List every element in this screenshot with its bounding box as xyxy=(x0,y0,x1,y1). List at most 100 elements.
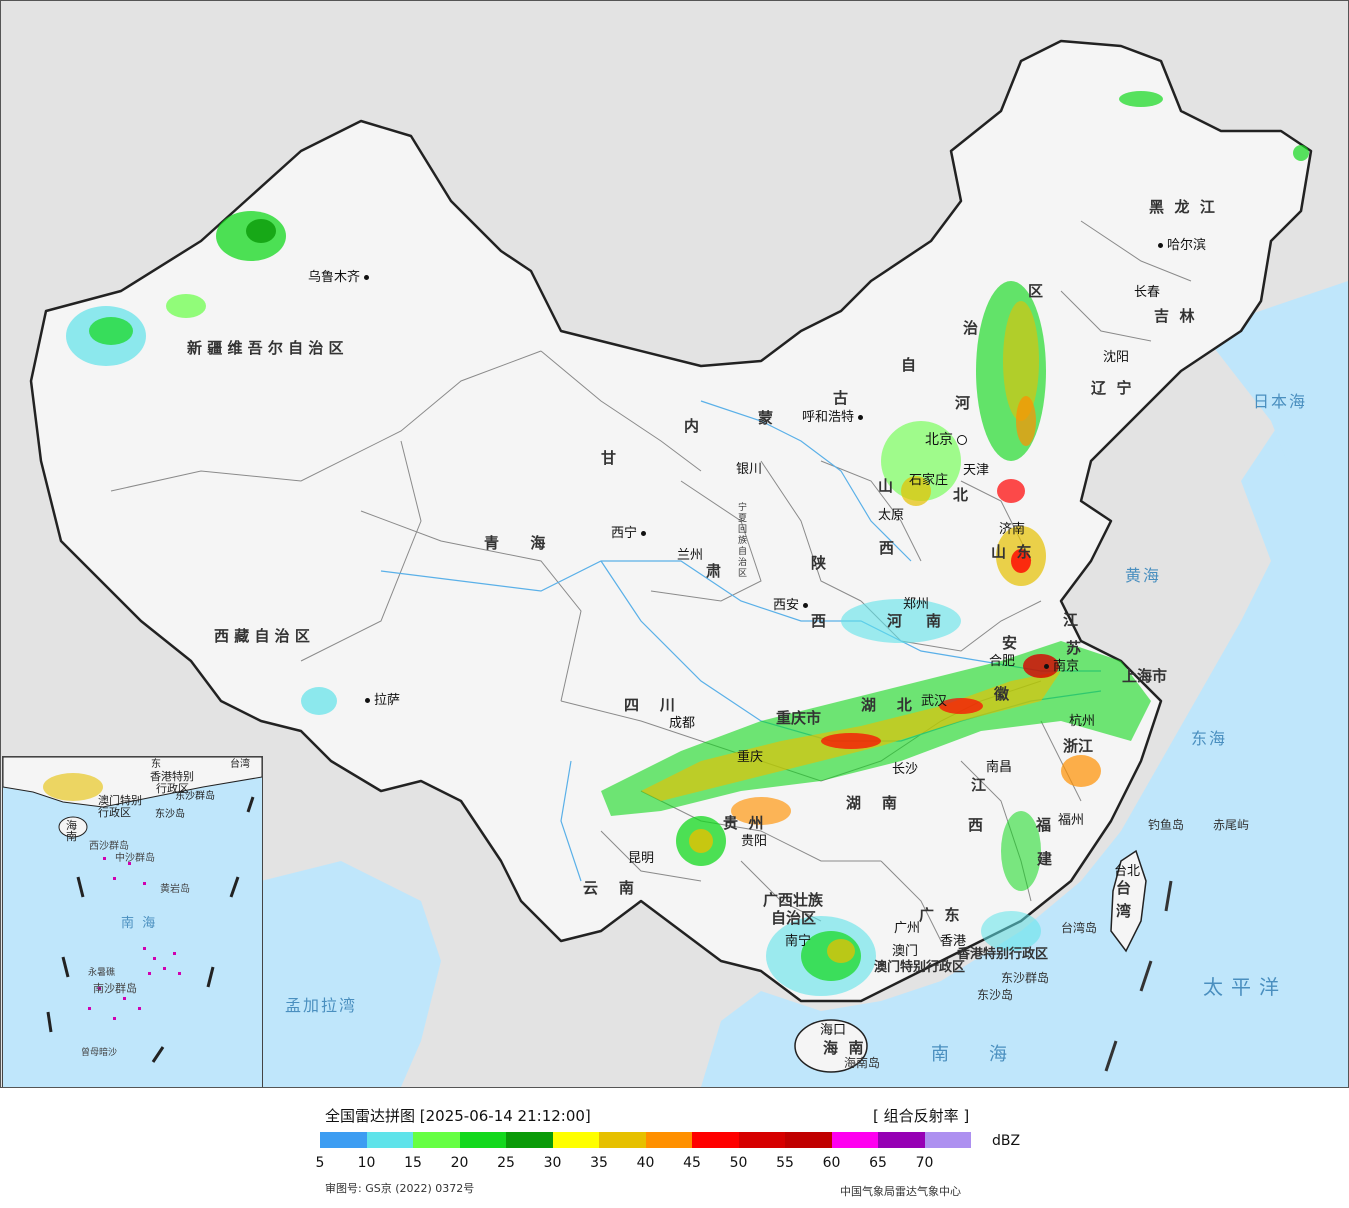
inset-label-south-sea: 南 海 xyxy=(121,916,156,931)
color-swatch xyxy=(506,1132,553,1148)
province-label-liaoning: 辽 宁 xyxy=(1091,379,1132,397)
city-beijing: 北京 xyxy=(925,433,967,447)
city-hohhot: 呼和浩特 xyxy=(802,411,864,424)
city-dot xyxy=(1044,664,1049,669)
province-label-shandong: 山 东 xyxy=(991,543,1032,561)
city-kunming: 昆明 xyxy=(628,851,655,866)
taiwan-island xyxy=(1110,849,1147,953)
city-dot xyxy=(364,275,370,280)
city-dot xyxy=(803,603,809,608)
inset-label-dongsha: 东沙群岛 xyxy=(175,791,215,802)
inset-label-nansha: 南沙群岛 xyxy=(93,982,137,995)
province-label-henan-1: 河 xyxy=(887,612,903,630)
color-swatch xyxy=(366,1132,413,1148)
province-label-gansu: 甘 xyxy=(601,449,617,467)
legend-tick-label: 15 xyxy=(404,1155,422,1171)
province-label-shanxi-1: 山 xyxy=(878,477,894,495)
city-taiyuan: 太原 xyxy=(878,508,905,523)
province-label-taiwan-1: 台 xyxy=(1116,879,1132,897)
province-label-sichuan: 四 川 xyxy=(624,696,675,714)
capital-icon xyxy=(957,435,967,445)
sea-label-east: 东海 xyxy=(1191,729,1228,748)
province-label-anhui-2: 徽 xyxy=(994,685,1010,703)
map-canvas xyxy=(29,39,1348,1087)
color-swatch xyxy=(645,1132,692,1148)
city-xian: 西安 xyxy=(773,599,809,612)
province-label-nmg-1: 内 xyxy=(684,417,700,435)
city-hongkong: 香港 xyxy=(940,934,967,949)
legend-tick-label: 70 xyxy=(915,1155,934,1171)
legend-tick-label: 5 xyxy=(315,1155,325,1171)
province-label-heilongjiang: 黑 龙 江 xyxy=(1149,198,1215,216)
color-swatch xyxy=(413,1132,460,1148)
legend: 全国雷达拼图 [2025-06-14 21:12:00] [ 组合反射率 ] d… xyxy=(0,1088,1349,1208)
agency-credit: 中国气象局雷达气象中心 xyxy=(840,1185,961,1198)
province-label-fujian-2: 建 xyxy=(1037,850,1053,868)
city-hefei: 合肥 xyxy=(989,654,1016,669)
province-label-jiangsu-1: 江 xyxy=(1063,611,1079,629)
color-swatch xyxy=(599,1132,646,1148)
city-xining: 西宁 xyxy=(611,527,647,540)
city-yinchuan: 银川 xyxy=(736,462,763,477)
legend-tick-label: 20 xyxy=(450,1155,469,1171)
city-zhengzhou: 郑州 xyxy=(903,597,930,612)
province-label-hubei: 湖 北 xyxy=(861,696,912,714)
city-changsha: 长沙 xyxy=(892,762,919,777)
province-label-shanxi-2: 西 xyxy=(879,539,895,557)
china-landmass xyxy=(29,39,1313,1003)
color-swatch xyxy=(924,1132,971,1148)
island-label-chiwei: 赤尾屿 xyxy=(1213,818,1250,832)
province-label-guangxi-2: 自治区 xyxy=(771,909,817,927)
province-label-henan-2: 南 xyxy=(926,612,942,630)
province-label-macau: 澳门特别行政区 xyxy=(874,960,966,975)
province-label-hebei-2: 北 xyxy=(953,486,969,504)
radar-map: 新 疆 维 吾 尔 自 治 区 西 藏 自 治 区 青 海 甘 内 蒙 古 自 … xyxy=(0,0,1349,1088)
sea-label-bengal: 孟加拉湾 xyxy=(285,996,358,1015)
legend-tick-label: 65 xyxy=(869,1155,887,1171)
sea-label-pacific: 太平洋 xyxy=(1203,975,1287,999)
province-label-ningxia: 宁夏回族自治区 xyxy=(738,503,748,579)
province-label-xinjiang: 新 疆 维 吾 尔 自 治 区 xyxy=(187,339,344,357)
city-nanning: 南宁 xyxy=(785,934,812,949)
legend-unit: dBZ xyxy=(992,1133,1021,1149)
legend-tick-label: 35 xyxy=(590,1155,608,1171)
province-label-nmg-5: 治 xyxy=(963,319,979,337)
hainan-island xyxy=(794,1019,868,1073)
province-label-guangxi-1: 广西壮族 xyxy=(763,891,824,909)
island-label-taiwan: 台湾岛 xyxy=(1061,921,1098,935)
city-harbin: 哈尔滨 xyxy=(1158,239,1206,252)
province-label-zhejiang: 浙江 xyxy=(1063,737,1094,755)
province-label-hebei-1: 河 xyxy=(955,394,971,412)
province-label-qinghai: 青 海 xyxy=(484,534,546,552)
sea-label-japan: 日本海 xyxy=(1253,392,1308,411)
city-urumqi: 乌鲁木齐 xyxy=(308,271,370,284)
city-jinan: 济南 xyxy=(999,522,1026,537)
sea-label-yellow: 黄海 xyxy=(1125,566,1162,585)
legend-tick-label: 40 xyxy=(636,1155,655,1171)
south-china-sea-inset: 香港特别 行政区 澳门特别 行政区 东沙群岛 东沙岛 海南 西沙群岛 中沙群岛 … xyxy=(2,756,263,1087)
province-label-yunnan: 云 南 xyxy=(583,879,634,897)
color-swatch xyxy=(831,1132,878,1148)
city-shenyang: 沈阳 xyxy=(1103,350,1130,365)
island-label-diaoyu: 钓鱼岛 xyxy=(1148,818,1185,832)
inset-label-hainan: 海南 xyxy=(66,819,77,843)
city-lanzhou: 兰州 xyxy=(677,548,704,563)
legend-tick-label: 30 xyxy=(543,1155,562,1171)
legend-tick-label: 55 xyxy=(776,1155,794,1171)
city-wuhan: 武汉 xyxy=(921,694,948,709)
city-lhasa: 拉萨 xyxy=(365,694,400,707)
inset-label-macau-2: 行政区 xyxy=(98,806,131,819)
city-guiyang: 贵阳 xyxy=(741,834,768,849)
province-label-gansu-2: 肃 xyxy=(706,562,722,580)
province-label-tibet: 西 藏 自 治 区 xyxy=(214,627,310,645)
province-label-hk: 香港特别行政区 xyxy=(957,947,1049,962)
province-label-jiangxi-2: 西 xyxy=(968,816,984,834)
inset-label-taiwan: 台湾 xyxy=(230,759,250,770)
city-shijiazhuang: 石家庄 xyxy=(909,473,949,488)
province-label-nmg-6: 区 xyxy=(1028,282,1044,300)
city-dot xyxy=(858,415,864,420)
color-swatch xyxy=(738,1132,785,1148)
map-approval-number: 审图号: GS京 (2022) 0372号 xyxy=(325,1182,475,1195)
province-label-jilin: 吉 林 xyxy=(1154,307,1195,325)
city-chengdu: 成都 xyxy=(669,716,696,731)
